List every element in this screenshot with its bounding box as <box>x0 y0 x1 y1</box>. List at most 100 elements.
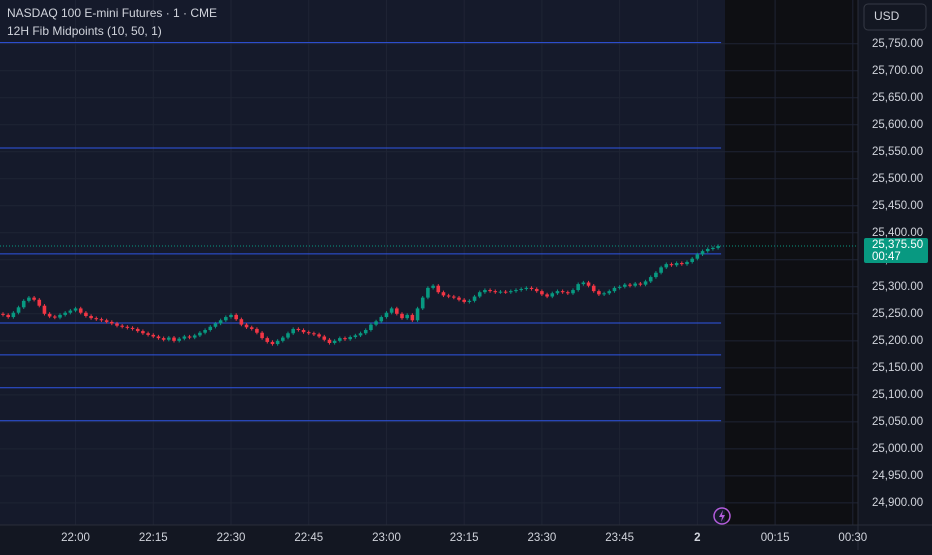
candle-body <box>281 337 285 341</box>
x-tick-label: 23:30 <box>528 532 557 544</box>
candle-body <box>705 248 710 252</box>
plot-background <box>0 0 725 525</box>
candle-body <box>374 321 378 325</box>
candle-body <box>560 291 565 293</box>
event-icon-bolt <box>719 510 725 522</box>
future-area <box>725 0 858 525</box>
candle-body <box>597 291 601 295</box>
candle-body <box>617 286 622 288</box>
candle-body <box>239 319 244 325</box>
candle-body <box>612 287 617 292</box>
candle-body <box>265 338 270 342</box>
candle-body <box>369 324 373 331</box>
y-tick-label: 25,250.00 <box>872 308 923 320</box>
x-tick-label: 00:30 <box>838 532 867 544</box>
candle-body <box>379 317 384 322</box>
candle-body <box>441 292 446 296</box>
candle-body <box>690 258 694 262</box>
candle-body <box>255 328 259 333</box>
candle-body <box>498 291 503 293</box>
candle-body <box>711 247 715 249</box>
candle-body <box>716 246 720 248</box>
y-tick-label: 25,200.00 <box>872 335 923 347</box>
y-tick-label: 25,100.00 <box>872 389 923 401</box>
candle-body <box>384 312 389 318</box>
candle-body <box>571 290 575 294</box>
candle-body <box>244 324 249 328</box>
currency[interactable]: USD <box>874 9 900 23</box>
candle-body <box>270 341 275 345</box>
currency-button[interactable] <box>863 3 927 31</box>
candle-body <box>400 313 404 319</box>
candle-body <box>457 297 461 300</box>
candle-body <box>695 254 700 259</box>
candle-body <box>524 287 529 289</box>
candle-body <box>415 308 420 321</box>
candle-body <box>58 314 62 318</box>
candle-body <box>680 263 684 265</box>
candle-body <box>472 296 477 301</box>
candle-body <box>63 312 67 315</box>
event-icon[interactable] <box>713 507 731 525</box>
candle-body <box>229 314 233 318</box>
candle-body <box>11 312 16 318</box>
candle-body <box>125 326 130 328</box>
x-tick-label: 22:45 <box>294 532 323 544</box>
candle-body <box>32 297 36 300</box>
candle-body <box>483 290 487 293</box>
candle-body <box>115 323 119 326</box>
candle-body <box>296 328 301 331</box>
candle-body <box>664 264 669 268</box>
candle-body <box>6 314 10 318</box>
candle-body <box>674 263 679 266</box>
candle-body <box>27 297 31 301</box>
x-tick-label: 23:45 <box>605 532 634 544</box>
candle-body <box>363 330 368 334</box>
candle-body <box>431 285 435 288</box>
y-tick-label: 25,700.00 <box>872 65 923 77</box>
candle-body <box>550 293 555 297</box>
candle-body <box>151 334 156 337</box>
candle-body <box>99 319 104 321</box>
candle-body <box>198 332 202 336</box>
candle-body <box>156 336 161 339</box>
candle-body <box>477 292 482 297</box>
x-tick-label: 23:00 <box>372 532 401 544</box>
candle-body <box>462 299 466 302</box>
candle-body <box>177 338 181 341</box>
candle-body <box>47 313 52 317</box>
candle-body <box>467 300 472 302</box>
candle-body <box>141 331 145 334</box>
candle-body <box>291 328 295 334</box>
candle-body <box>1 313 5 315</box>
candle-body <box>529 287 534 289</box>
candle-body <box>286 333 290 338</box>
y-tick-label: 25,450.00 <box>872 200 923 212</box>
countdown: 00:47 <box>872 251 901 263</box>
candle-body <box>685 261 689 265</box>
candle-body <box>420 297 425 309</box>
candle-body <box>338 338 342 341</box>
candle-body <box>540 291 544 295</box>
candle-body <box>628 284 632 286</box>
y-tick-label: 25,150.00 <box>872 362 923 374</box>
candle-body <box>94 318 99 320</box>
candle-body <box>208 326 213 331</box>
y-tick-label: 25,050.00 <box>872 416 923 428</box>
candle-body <box>306 332 311 334</box>
candle-body <box>37 299 42 306</box>
candle-body <box>576 284 580 291</box>
candle-body <box>633 283 637 286</box>
candle-body <box>327 339 332 343</box>
x-tick-label: 23:15 <box>450 532 479 544</box>
candle-body <box>53 316 57 318</box>
x-tick-label: 00:15 <box>761 532 790 544</box>
candle-body <box>566 292 570 294</box>
grid <box>0 0 858 525</box>
candle-body <box>146 333 150 335</box>
candle-body <box>104 320 109 322</box>
candle-body <box>446 295 451 297</box>
candle-body <box>192 335 197 338</box>
candle-body <box>700 251 705 255</box>
